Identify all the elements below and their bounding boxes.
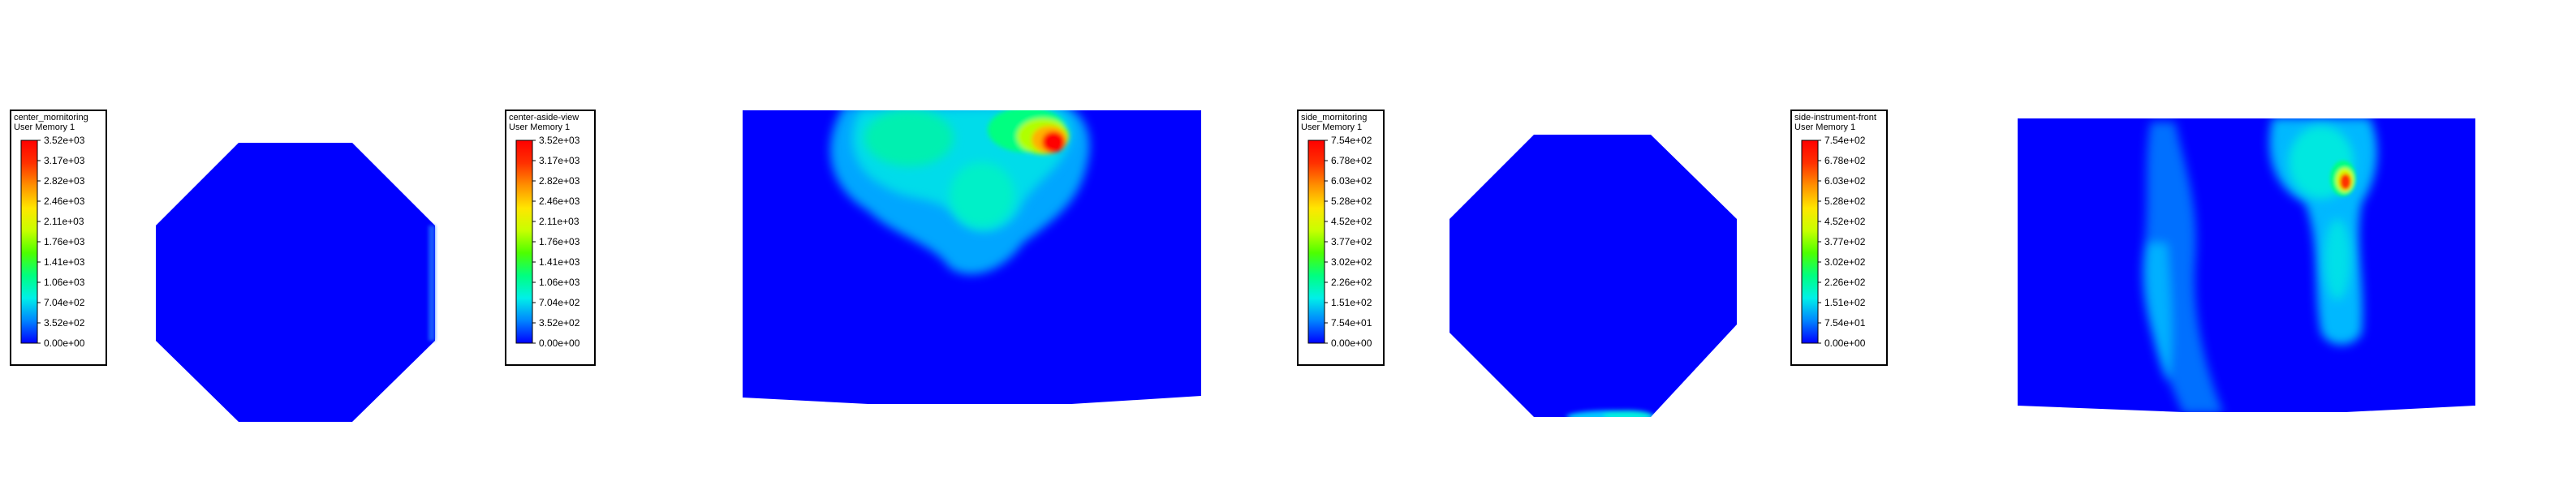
colorbar-tick-label: 1.76e+03 [44, 236, 85, 247]
legend-subtitle: User Memory 1 [509, 122, 571, 132]
domain-octagon [1450, 135, 1737, 417]
colorbar-tick-label: 0.00e+00 [1331, 337, 1372, 349]
domain-front [2018, 118, 2475, 412]
colorbar-tick-label: 2.82e+03 [539, 175, 580, 187]
colorbar-tick-label: 7.54e+02 [1331, 135, 1372, 146]
colorbar-tick-label: 5.28e+02 [1824, 196, 1866, 207]
legend-side-instrument-front: side-instrument-front User Memory 1 7.54… [1790, 110, 1888, 366]
colorbar-tick-label: 7.54e+02 [1824, 135, 1866, 146]
colorbar-tick-label: 2.11e+03 [44, 216, 84, 227]
colorbar-tick-label: 3.02e+02 [1824, 256, 1866, 268]
colorbar: 7.54e+02 6.78e+02 6.03e+02 5.28e+02 4.52e+02… [1801, 135, 1866, 349]
colorbar-tick-label: 4.52e+02 [1331, 216, 1372, 227]
colorbar-tick-label: 6.03e+02 [1824, 175, 1866, 187]
colorbar-tick-label: 6.78e+02 [1824, 155, 1866, 166]
legend-center-aside-view: center-aside-view User Memory 1 3.52e+03… [505, 110, 596, 366]
colorbar-tick-label: 0.00e+00 [539, 337, 580, 349]
colorbar-tick-label: 3.17e+03 [44, 155, 85, 166]
colorbar: 3.52e+03 3.17e+03 2.82e+03 2.46e+03 2.11e+03… [20, 135, 85, 349]
colorbar-tick-label: 1.51e+02 [1824, 297, 1866, 308]
legend-title: center_mornitoring [14, 113, 88, 122]
colorbar-tick-label: 6.03e+02 [1331, 175, 1372, 187]
domain-octagon [156, 143, 435, 422]
colorbar-tick-label: 2.11e+03 [539, 216, 579, 227]
colorbar-tick-label: 7.04e+02 [44, 297, 85, 308]
legend-title: side-instrument-front [1794, 113, 1876, 122]
colorbar-tick-label: 3.52e+02 [44, 317, 85, 329]
colorbar-tick-label: 7.04e+02 [539, 297, 580, 308]
colorbar-tick-label: 4.52e+02 [1824, 216, 1866, 227]
colorbar-tick-label: 3.77e+02 [1331, 236, 1372, 247]
legend-title: side_mornitoring [1301, 113, 1368, 122]
colorbar-tick-label: 2.46e+03 [539, 196, 580, 207]
colorbar-tick-label: 7.54e+01 [1331, 317, 1372, 329]
colorbar-tick-label: 3.52e+03 [539, 135, 580, 146]
legend-subtitle: User Memory 1 [1794, 122, 1856, 132]
colorbar-tick-label: 1.76e+03 [539, 236, 580, 247]
colorbar-tick-label: 2.26e+02 [1331, 277, 1372, 288]
colorbar-tick-label: 2.82e+03 [44, 175, 85, 187]
colorbar-tick-label: 3.02e+02 [1331, 256, 1372, 268]
legend-title: center-aside-view [509, 113, 579, 122]
colorbar-tick-label: 5.28e+02 [1331, 196, 1372, 207]
edge-band [429, 226, 435, 341]
colorbar-tick-label: 6.78e+02 [1331, 155, 1372, 166]
colorbar-tick-label: 1.06e+03 [44, 277, 85, 288]
legend-side-mornitoring: side_mornitoring User Memory 1 7.54e+02 6… [1297, 110, 1385, 366]
colorbar-tick-label: 0.00e+00 [1824, 337, 1866, 349]
colorbar-tick-label: 3.77e+02 [1824, 236, 1866, 247]
plot-side-instrument-front [2018, 118, 2475, 412]
colorbar-tick-label: 2.26e+02 [1824, 277, 1866, 288]
colorbar: 3.52e+03 3.17e+03 2.82e+03 2.46e+03 2.11e+03… [515, 135, 580, 349]
colorbar-tick-label: 1.06e+03 [539, 277, 580, 288]
legend-subtitle: User Memory 1 [14, 122, 75, 132]
legend-subtitle: User Memory 1 [1301, 122, 1363, 132]
plot-center-aside-view [743, 110, 1201, 404]
colorbar-tick-label: 1.41e+03 [44, 256, 85, 268]
legend-center-mornitoring: center_mornitoring User Memory 1 3.52e+0… [10, 110, 107, 366]
colorbar-tick-label: 2.46e+03 [44, 196, 85, 207]
colorbar-tick-label: 1.51e+02 [1331, 297, 1372, 308]
colorbar-tick-label: 7.54e+01 [1824, 317, 1866, 329]
colorbar-tick-label: 1.41e+03 [539, 256, 580, 268]
colorbar-tick-label: 3.17e+03 [539, 155, 580, 166]
colorbar: 7.54e+02 6.78e+02 6.03e+02 5.28e+02 4.52e+02… [1307, 135, 1372, 349]
colorbar-tick-label: 0.00e+00 [44, 337, 85, 349]
plot-center-mornitoring [156, 143, 435, 422]
plot-side-mornitoring [1450, 135, 1737, 417]
colorbar-tick-label: 3.52e+03 [44, 135, 85, 146]
colorbar-tick-label: 3.52e+02 [539, 317, 580, 329]
